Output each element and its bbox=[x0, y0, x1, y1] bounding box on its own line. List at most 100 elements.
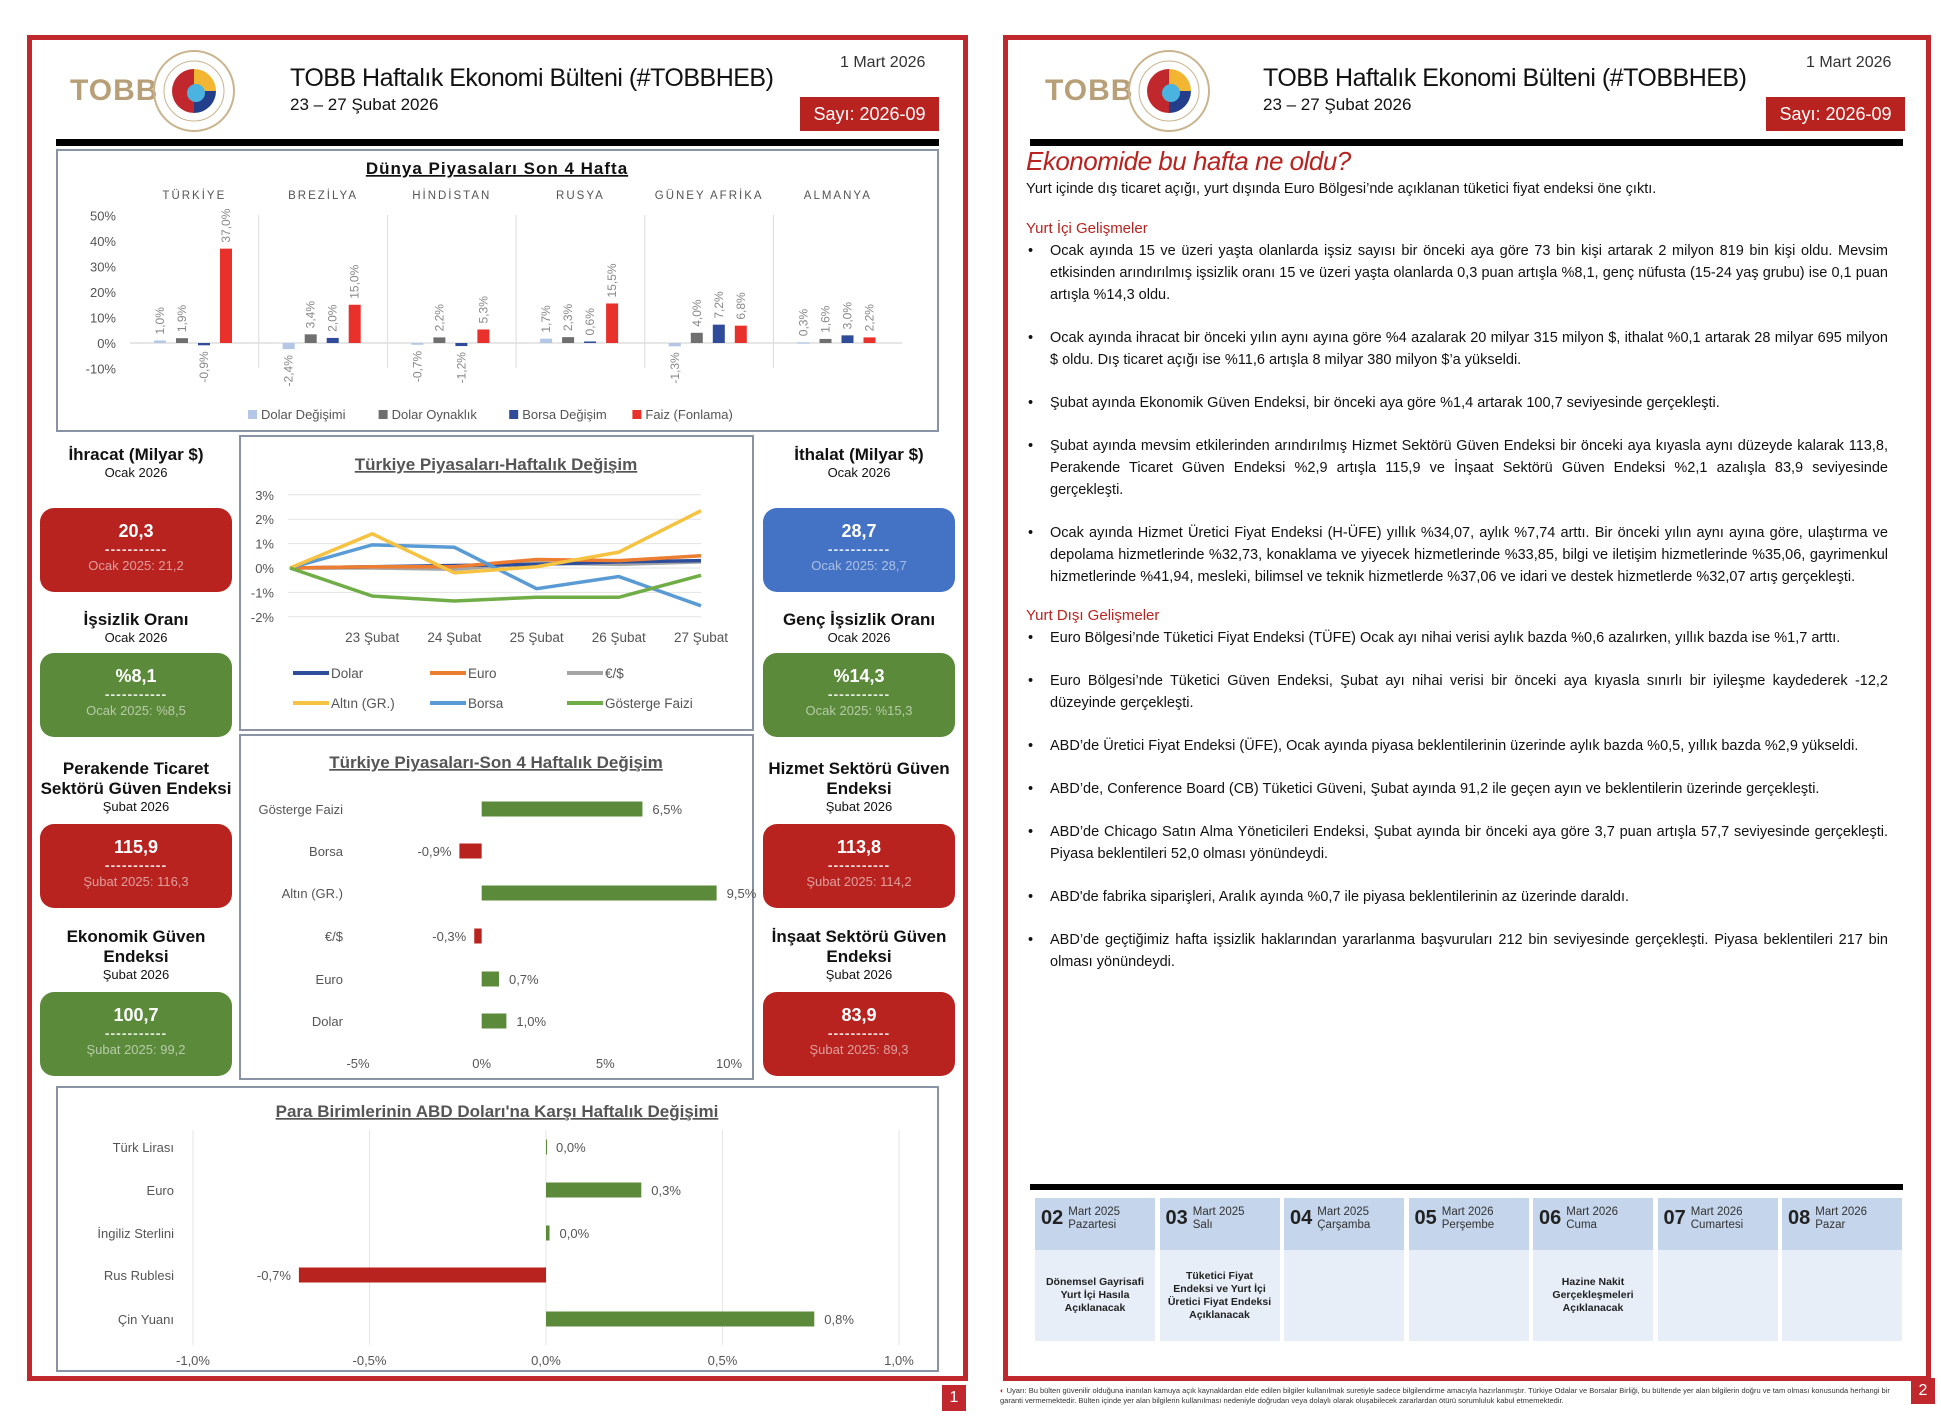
turkey-4week-chart-box bbox=[239, 734, 754, 1080]
bulletin-period: 23 – 27 Şubat 2026 bbox=[1263, 95, 1412, 114]
bar bbox=[198, 343, 210, 346]
calendar-day-header: 02 Mart 2025 Pazartesi bbox=[1035, 1198, 1155, 1250]
x-tick-label: 0% bbox=[472, 1056, 491, 1071]
bar bbox=[841, 335, 854, 343]
world-markets-chart-box bbox=[56, 149, 939, 432]
category-label: RUSYA bbox=[556, 190, 605, 202]
x-tick-label: -5% bbox=[346, 1056, 370, 1071]
data-label: 0,3% bbox=[651, 1183, 681, 1198]
calendar-day-header: 07 Mart 2026 Cumartesi bbox=[1657, 1198, 1778, 1250]
kpi-value: 28,7 bbox=[841, 521, 877, 541]
bulletin-period: 23 – 27 Şubat 2026 bbox=[290, 95, 439, 114]
news-intro: Yurt içinde dış ticaret açığı, yurt dışı… bbox=[1026, 181, 1657, 197]
bar bbox=[298, 1267, 546, 1283]
kpi-card: 113,8 ----------- Şubat 2025: 114,2 bbox=[763, 824, 955, 908]
bar bbox=[433, 337, 446, 343]
calendar-day-number: 07 bbox=[1663, 1207, 1686, 1229]
news-item: ABD’de geçtiğimiz hafta işsizlik hakları… bbox=[1026, 929, 1888, 973]
tobb-logo-text: TOBB bbox=[1045, 74, 1134, 107]
kpi-title: İhracat (Milyar $) Ocak 2026 bbox=[32, 445, 240, 481]
bar bbox=[481, 801, 643, 817]
news-item: Şubat ayında Ekonomik Güven Endeksi, bir… bbox=[1026, 392, 1888, 414]
kpi-divider: ----------- bbox=[104, 541, 168, 557]
calendar-day-label: Mart 2025 Pazartesi bbox=[1068, 1206, 1120, 1232]
data-label: 0,3% bbox=[797, 309, 811, 337]
kpi-value: 100,7 bbox=[113, 1005, 159, 1025]
calendar-day-label: Mart 2026 Cumartesi bbox=[1691, 1206, 1743, 1232]
news-item: ABD’de Üretici Fiyat Endeksi (ÜFE), Ocak… bbox=[1026, 735, 1888, 757]
calendar-day-label: Mart 2025 Salı bbox=[1193, 1206, 1245, 1232]
issue-badge: Sayı: 2026-09 bbox=[1766, 97, 1905, 131]
disclaimer: ◐ Uyarı: Bu bülten güvenilir olduğuna in… bbox=[1000, 1386, 1900, 1406]
kpi-divider: ----------- bbox=[104, 686, 168, 702]
category-label: ALMANYA bbox=[804, 190, 872, 202]
category-label: Dolar bbox=[312, 1014, 344, 1029]
calendar-weekday: Çarşamba bbox=[1317, 1219, 1371, 1231]
bulletin-title: TOBB Haftalık Ekonomi Bülteni (#TOBBHEB) bbox=[290, 64, 774, 92]
bar bbox=[326, 337, 339, 343]
calendar-month: Mart 2025 bbox=[1192, 1206, 1245, 1218]
bar bbox=[690, 332, 703, 343]
kpi-divider: ----------- bbox=[104, 857, 168, 873]
kpi-previous: Ocak 2025: 28,7 bbox=[811, 558, 907, 573]
data-label: 15,0% bbox=[348, 264, 362, 298]
kpi-title: Ekonomik Güven Endeksi Şubat 2026 bbox=[32, 927, 240, 983]
category-label: Altın (GR.) bbox=[282, 886, 343, 901]
y-tick-label: 2% bbox=[255, 512, 274, 527]
data-label: 1,9% bbox=[175, 304, 189, 332]
bar bbox=[481, 1013, 507, 1029]
kpi-title: İthalat (Milyar $) Ocak 2026 bbox=[755, 445, 963, 481]
kpi-title: İnşaat Sektörü Güven Endeksi Şubat 2026 bbox=[755, 927, 963, 983]
category-label: BREZİLYA bbox=[288, 189, 358, 202]
calendar-weekday: Salı bbox=[1192, 1219, 1213, 1231]
data-label: -0,3% bbox=[432, 929, 466, 944]
calendar-day-header: 05 Mart 2026 Perşembe bbox=[1408, 1198, 1529, 1250]
data-label: -0,9% bbox=[197, 351, 211, 383]
data-label: 6,8% bbox=[734, 292, 748, 320]
bar bbox=[477, 329, 490, 343]
legend-label: Gösterge Faizi bbox=[605, 696, 693, 711]
category-label: Rus Rublesi bbox=[104, 1268, 174, 1283]
data-label: -0,7% bbox=[410, 350, 424, 382]
page-2-frame bbox=[1003, 35, 1931, 1381]
legend-swatch bbox=[632, 410, 642, 419]
y-tick-label: 10% bbox=[90, 311, 116, 326]
bar bbox=[176, 338, 188, 343]
header-divider bbox=[1030, 139, 1903, 146]
x-tick-label: 5% bbox=[596, 1056, 615, 1071]
chart-title: Para Birimlerinin ABD Doları'na Karşı Ha… bbox=[276, 1102, 719, 1121]
kpi-period: Ocak 2026 bbox=[104, 630, 168, 645]
category-label: GÜNEY AFRİKA bbox=[655, 189, 764, 202]
category-label: Türk Lirası bbox=[113, 1140, 174, 1155]
kpi-title-text: Genç İşsizlik Oranı bbox=[782, 610, 936, 629]
data-label: -1,2% bbox=[454, 352, 468, 384]
data-label: 2,2% bbox=[432, 304, 446, 332]
calendar-weekday: Pazar bbox=[1815, 1219, 1846, 1231]
category-label: Euro bbox=[316, 972, 343, 987]
y-tick-label: 50% bbox=[90, 209, 116, 224]
kpi-previous: Şubat 2025: 99,2 bbox=[86, 1042, 186, 1057]
kpi-period: Ocak 2026 bbox=[827, 465, 891, 480]
kpi-title: İşsizlik Oranı Ocak 2026 bbox=[32, 610, 240, 646]
kpi-previous: Şubat 2025: 116,3 bbox=[83, 874, 189, 889]
bar bbox=[712, 324, 725, 343]
bar bbox=[863, 337, 876, 343]
bar bbox=[734, 325, 747, 343]
bar bbox=[304, 334, 317, 343]
legend-label: Euro bbox=[468, 666, 497, 681]
data-label: 0,0% bbox=[556, 1140, 586, 1155]
y-tick-label: 40% bbox=[90, 234, 116, 249]
kpi-previous: Şubat 2025: 114,2 bbox=[806, 874, 912, 889]
bar bbox=[455, 343, 468, 347]
data-label: 1,6% bbox=[819, 305, 833, 333]
bar bbox=[606, 303, 619, 343]
kpi-title-text: İnşaat Sektörü Güven Endeksi bbox=[771, 927, 947, 966]
series-line bbox=[289, 566, 702, 603]
data-label: 3,0% bbox=[841, 302, 855, 330]
calendar-event: Dönemsel Gayrisafi Yurt İçi Hasıla Açıkl… bbox=[1045, 1276, 1145, 1314]
kpi-value: 113,8 bbox=[836, 837, 882, 857]
domestic-heading: Yurt İçi Gelişmeler bbox=[1026, 220, 1148, 237]
calendar-weekday: Cuma bbox=[1566, 1219, 1597, 1231]
bar bbox=[459, 843, 482, 859]
foreign-list: Euro Bölgesi’nde Tüketici Fiyat Endeksi … bbox=[1026, 627, 1888, 973]
